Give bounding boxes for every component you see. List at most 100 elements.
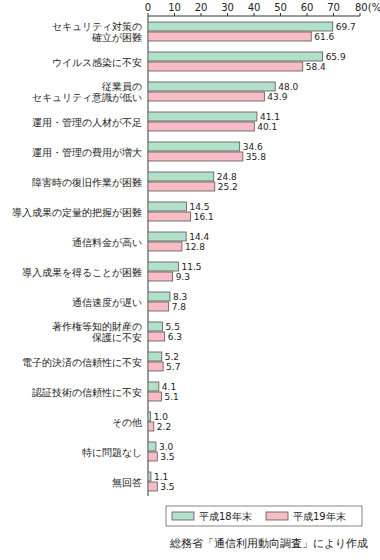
bar (148, 302, 169, 311)
legend-frame (166, 506, 362, 526)
x-tick-label: 80(%) (355, 2, 380, 13)
bar (148, 292, 170, 301)
bar (148, 212, 191, 221)
category-label: 通信速度が遅い (72, 297, 142, 308)
legend-label: 平成18年末 (199, 511, 252, 522)
data-label: 35.8 (246, 152, 266, 162)
category-label-line: 認証技術の信頼性に不安 (32, 387, 142, 398)
chart-container: 01020304050607080(%)セキュリティ対策の確立が困難69.761… (0, 0, 380, 560)
data-label: 5.7 (166, 362, 180, 372)
bar (148, 452, 157, 461)
category-label-line: 通信料金が高い (72, 237, 142, 248)
data-label: 1.0 (154, 412, 169, 422)
bar (148, 412, 151, 421)
data-label: 5.2 (165, 352, 179, 362)
category-label-line: セキュリティ意識が低い (32, 92, 142, 103)
data-label: 5.1 (165, 392, 179, 402)
x-tick-label: 0 (145, 2, 151, 13)
data-label: 1.1 (154, 472, 168, 482)
category-label-line: 通信速度が遅い (72, 297, 142, 308)
bar (148, 172, 214, 181)
category-label-line: 特に問題なし (82, 447, 142, 458)
bar (148, 112, 257, 121)
data-label: 6.3 (168, 332, 182, 342)
category-label-line: 無回答 (112, 477, 142, 488)
bar (148, 482, 157, 491)
data-label: 43.9 (267, 92, 287, 102)
x-tick (174, 13, 175, 16)
x-tick (360, 13, 361, 16)
data-label: 25.2 (218, 182, 238, 192)
bar (148, 122, 254, 131)
legend: 平成18年末 平成19年末 (166, 506, 362, 526)
data-label: 7.8 (172, 302, 187, 312)
category-label-line: セキュリティ対策の (52, 21, 142, 32)
data-label: 11.5 (181, 262, 201, 272)
data-label: 40.1 (257, 122, 277, 132)
legend-swatch (266, 512, 288, 520)
category-label: 障害時の復旧作業が困難 (32, 177, 142, 188)
data-label: 14.4 (189, 232, 209, 242)
data-label: 3.5 (160, 452, 174, 462)
category-label: 特に問題なし (82, 447, 142, 458)
category-label-line: 導入成果を得ることが困難 (22, 267, 142, 278)
bars (148, 22, 333, 491)
category-label: 導入成果の定量的把握が困難 (12, 207, 142, 218)
bar (148, 322, 163, 331)
category-label-line: ウイルス感染に不安 (52, 57, 142, 68)
category-label-line: 障害時の復旧作業が困難 (32, 177, 142, 188)
category-label: ウイルス感染に不安 (52, 57, 142, 68)
category-label-line: 著作権等知的財産の (52, 321, 142, 332)
bar (148, 22, 333, 31)
x-tick (201, 13, 202, 16)
labels: セキュリティ対策の確立が困難69.761.6ウイルス感染に不安65.958.4従… (12, 21, 356, 492)
data-label: 14.5 (189, 202, 209, 212)
source-note: 総務省「通信利用動向調査」により作成 (169, 537, 368, 549)
bar (148, 242, 182, 251)
bar (148, 392, 162, 401)
category-label: 導入成果を得ることが困難 (22, 267, 142, 278)
category-label-line: 運用・管理の費用が増大 (32, 147, 142, 158)
data-label: 34.6 (243, 142, 263, 152)
x-tick-label: 30 (221, 2, 234, 13)
category-label-line: 導入成果の定量的把握が困難 (12, 207, 142, 218)
legend-swatch (172, 512, 194, 520)
bar (148, 272, 173, 281)
x-tick (227, 13, 228, 16)
bar (148, 52, 323, 61)
category-label-line: 保護に不安 (92, 332, 142, 343)
bar (148, 92, 264, 101)
data-label: 12.8 (185, 242, 205, 252)
category-label-line: 電子的決済の信頼性に不安 (22, 357, 142, 368)
category-label: その他 (112, 417, 142, 428)
bar (148, 232, 186, 241)
bar (148, 442, 156, 451)
data-label: 24.8 (217, 172, 237, 182)
data-label: 41.1 (260, 112, 280, 122)
x-tick (280, 13, 281, 16)
legend-label: 平成19年末 (293, 511, 346, 522)
bar (148, 82, 275, 91)
data-label: 16.1 (194, 212, 214, 222)
category-label-line: 従業員の (102, 81, 142, 92)
category-label: 通信料金が高い (72, 237, 142, 248)
data-label: 65.9 (326, 52, 346, 62)
category-label: 認証技術の信頼性に不安 (32, 387, 142, 398)
data-label: 8.3 (173, 292, 187, 302)
x-tick (148, 13, 149, 16)
x-tick-label: 50 (274, 2, 287, 13)
data-label: 4.1 (162, 382, 176, 392)
category-label: 従業員のセキュリティ意識が低い (32, 81, 142, 103)
bar (148, 32, 311, 41)
bar (148, 332, 165, 341)
data-label: 2.2 (157, 422, 171, 432)
data-label: 69.7 (336, 22, 356, 32)
x-tick-label: 10 (168, 2, 181, 13)
bar (148, 202, 186, 211)
bar (148, 362, 163, 371)
category-label: 著作権等知的財産の保護に不安 (52, 321, 142, 343)
x-tick-label: 40 (248, 2, 261, 13)
category-label-line: 確立が困難 (91, 32, 142, 43)
category-label: 無回答 (112, 477, 142, 488)
category-label: セキュリティ対策の確立が困難 (52, 21, 142, 43)
